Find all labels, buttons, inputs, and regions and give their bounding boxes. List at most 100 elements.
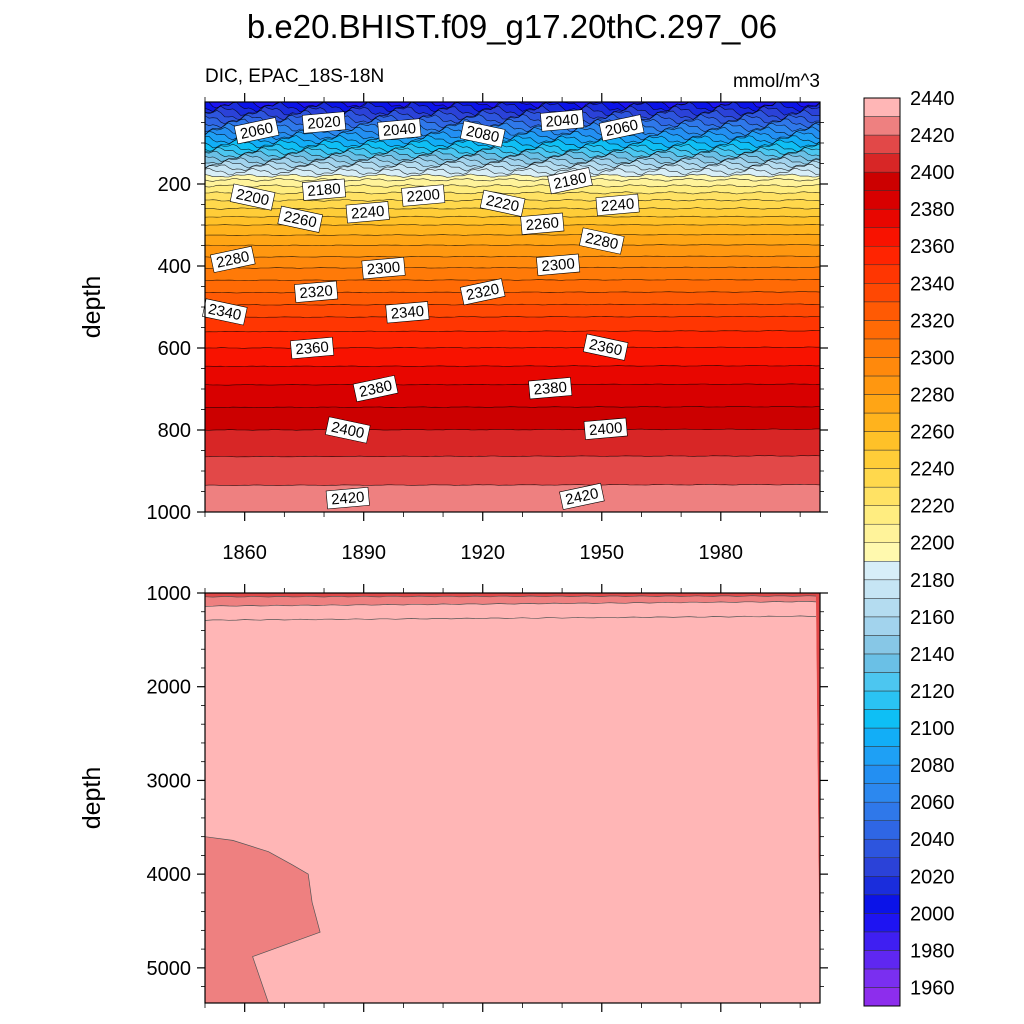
upper-contour-line-2030: [205, 109, 820, 121]
upper-contour-line-2310: [205, 278, 820, 281]
contour-label-2180: 2180: [301, 178, 347, 201]
contour-label-text: 2280: [215, 248, 251, 272]
colorbar-label: 2000: [910, 903, 955, 925]
colorbar-swatch: [863, 783, 901, 803]
colorbar-swatch: [863, 394, 901, 414]
contour-label-text: 2200: [234, 186, 270, 210]
upper-contour-line-2090: [205, 134, 820, 145]
colorbar-swatch: [863, 468, 901, 488]
upper-y-tick-label: 800: [158, 420, 191, 442]
upper-x-tick-label: 1890: [341, 542, 386, 564]
colorbar-label: 2260: [910, 422, 955, 444]
colorbar-label: 2140: [910, 644, 955, 666]
contour-label-2180: 2180: [547, 167, 593, 195]
colorbar-swatch: [863, 709, 901, 729]
colorbar-swatch: [863, 301, 901, 321]
colorbar-swatch: [863, 820, 901, 840]
contour-label-2240: 2240: [345, 201, 390, 224]
contour-label-2420: 2420: [559, 482, 605, 510]
upper-ticks: 200 400 600 800 1000 1860 1890 1920 1950 1980: [147, 93, 828, 564]
colorbar-swatch: [863, 801, 901, 821]
upper-contour-line-2150: [205, 156, 820, 166]
upper-y-axis-label: depth: [78, 276, 106, 339]
upper-contour-line-2270: [205, 233, 820, 236]
contour-label-text: 2020: [307, 113, 342, 133]
contour-label-2300: 2300: [536, 253, 581, 276]
contour-label-text: 2240: [600, 195, 635, 215]
contour-label-text: 2260: [282, 208, 318, 232]
contour-label-2380: 2380: [352, 375, 399, 403]
colorbar-swatch: [863, 264, 901, 284]
contour-label-text: 2040: [545, 111, 580, 131]
colorbar-label: 2060: [910, 792, 955, 814]
contour-label-text: 2340: [390, 303, 425, 323]
contour-label-2200: 2200: [401, 184, 446, 207]
colorbar-swatch: [863, 486, 901, 506]
contour-label-2060: 2060: [598, 114, 645, 142]
colorbar-swatch: [863, 505, 901, 525]
upper-contour-line-2130: [205, 150, 820, 159]
contour-label-2260: 2260: [520, 212, 565, 235]
colorbar: 1960 1980 2000 2020 2040 2060 2080 2100 2120 2140…: [863, 88, 955, 1007]
upper-contour-line-2350: [205, 330, 820, 333]
contour-label-text: 2180: [552, 169, 588, 193]
contour-label-2360: 2360: [290, 336, 335, 360]
upper-contour-line-2100: [205, 138, 820, 149]
contour-label-text: 2060: [604, 117, 640, 141]
colorbar-swatch: [863, 616, 901, 636]
contour-label-2340: 2340: [202, 298, 248, 326]
colorbar-swatch: [863, 320, 901, 340]
contour-label-text: 2200: [406, 186, 441, 206]
colorbar-swatch: [863, 357, 901, 377]
upper-contour-line-2410: [205, 455, 820, 458]
contour-label-text: 2420: [330, 489, 365, 509]
colorbar-swatch: [863, 153, 901, 173]
upper-filled-contours: [205, 102, 820, 512]
upper-x-tick-label: 1860: [222, 542, 267, 564]
contour-label-2220: 2220: [479, 189, 526, 217]
colorbar-swatch: [863, 727, 901, 747]
upper-y-tick-label: 600: [158, 338, 191, 360]
colorbar-label: 2160: [910, 607, 955, 629]
upper-contour-line-2170: [205, 163, 820, 172]
colorbar-label: 2080: [910, 755, 955, 777]
colorbar-swatch: [863, 171, 901, 191]
contour-label-2280: 2280: [579, 227, 625, 255]
colorbar-label: 2380: [910, 199, 955, 221]
colorbar-frame: [863, 97, 901, 1007]
upper-contour-line-2340: [205, 315, 820, 318]
colorbar-swatch: [863, 764, 901, 784]
contour-label-text: 2040: [382, 120, 417, 140]
contour-label-text: 2420: [564, 485, 600, 509]
contour-label-text: 2280: [584, 230, 620, 254]
colorbar-swatch: [863, 375, 901, 395]
contour-label-2020: 2020: [301, 111, 347, 134]
colorbar-swatch: [863, 227, 901, 247]
colorbar-swatch: [863, 876, 901, 896]
upper-contour-line-2290: [205, 255, 820, 258]
colorbar-swatch: [863, 968, 901, 988]
lower-y-tick-label: 2000: [147, 677, 192, 699]
contour-label-text: 2400: [330, 419, 366, 443]
lower-y-tick-label: 1000: [147, 583, 192, 605]
colorbar-swatch: [863, 950, 901, 970]
colorbar-swatch: [863, 672, 901, 692]
colorbar-swatch: [863, 894, 901, 914]
colorbar-label: 2240: [910, 459, 955, 481]
contour-label-2040: 2040: [377, 118, 422, 141]
lower-filled-contours: [205, 593, 820, 1003]
contour-label-text: 2380: [533, 379, 568, 399]
contour-label-text: 2380: [358, 377, 394, 401]
colorbar-swatch: [863, 931, 901, 951]
colorbar-label: 2040: [910, 829, 955, 851]
colorbar-label: 2420: [910, 125, 955, 147]
contour-label-2240: 2240: [595, 193, 640, 217]
contour-label-2080: 2080: [459, 120, 506, 148]
upper-contour-line-2020: [205, 105, 820, 117]
upper-x-tick-label: 1920: [460, 542, 505, 564]
contour-label-text: 2400: [588, 419, 623, 439]
upper-x-tick-label: 1980: [699, 542, 744, 564]
lower-contour-line-2420: [205, 595, 817, 598]
lower-panel: 1000 2000 3000 4000 5000 depth: [78, 583, 828, 1012]
colorbar-label: 2300: [910, 347, 955, 369]
